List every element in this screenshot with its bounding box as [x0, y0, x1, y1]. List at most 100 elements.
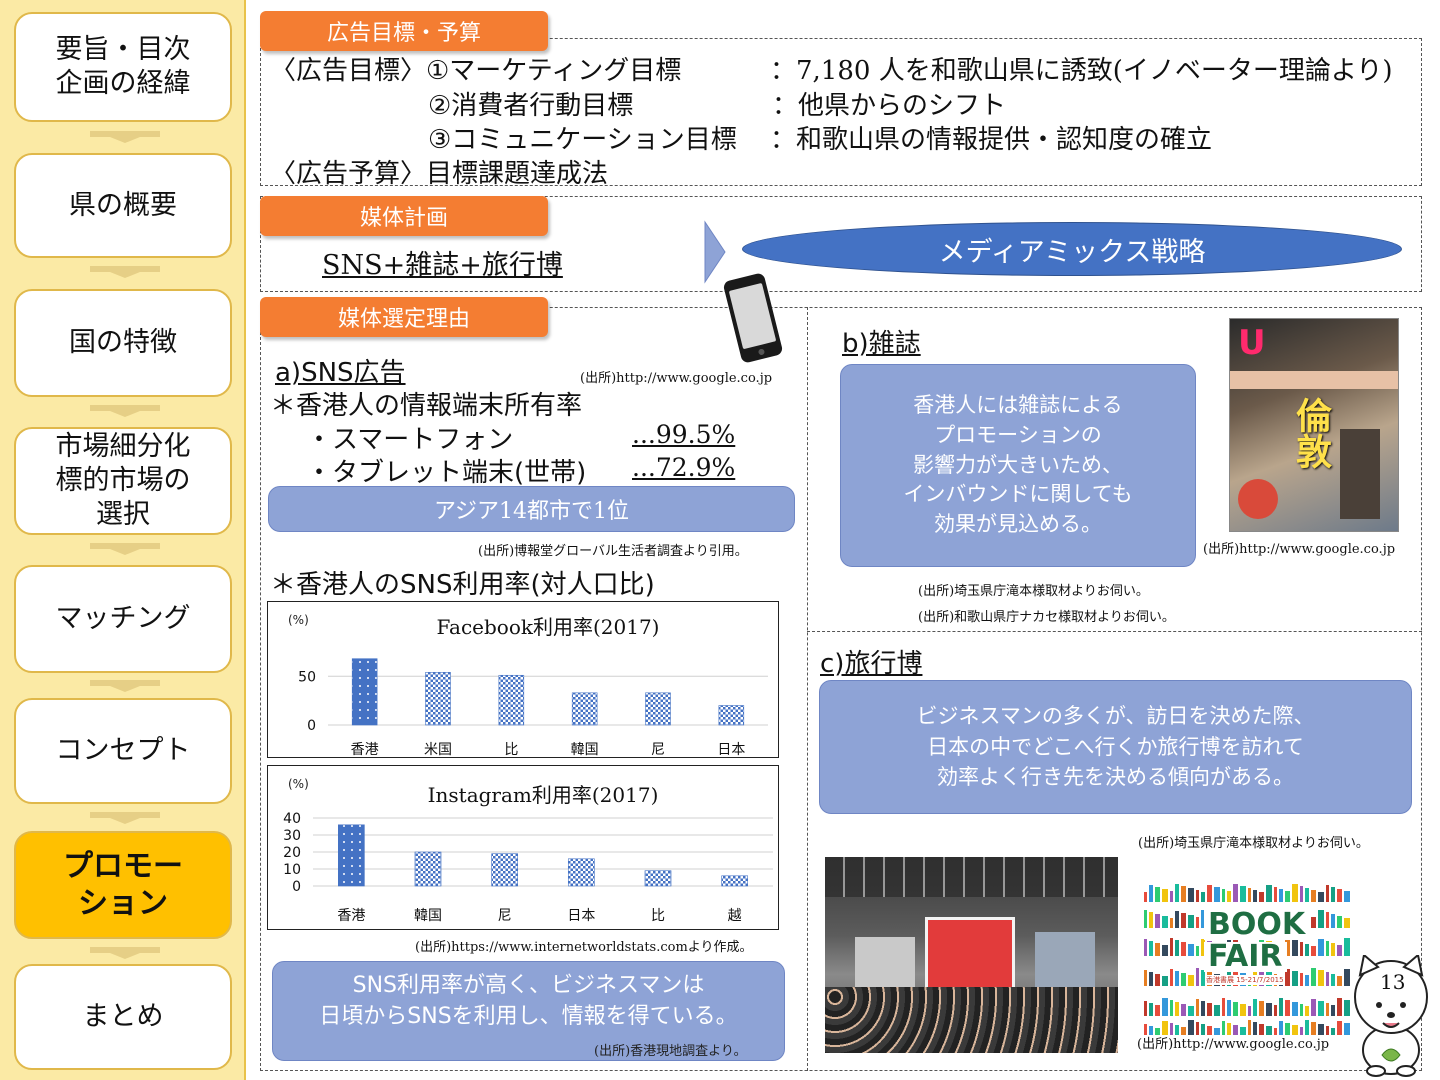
- ownership-heading: ＊香港人の情報端末所有率: [270, 391, 583, 421]
- magazine-image-source: (出所)http://www.google.co.jp: [1203, 542, 1396, 557]
- book-stripe: [1300, 1027, 1303, 1035]
- book-stripe: [1144, 1001, 1147, 1016]
- nav-item-prefecture-overview[interactable]: 県の概要: [14, 153, 232, 258]
- book-stripe: [1331, 943, 1335, 956]
- chart-unit-label: (%): [288, 777, 309, 791]
- chart-y-tick-label: 20: [283, 845, 301, 861]
- nav-item-country-features[interactable]: 国の特徴: [14, 289, 232, 397]
- book-stripe: [1227, 1023, 1231, 1035]
- book-stripe: [1285, 891, 1290, 902]
- book-stripe: [1170, 969, 1173, 986]
- chart-y-tick-label: 0: [307, 718, 316, 734]
- book-stripe: [1201, 939, 1205, 956]
- book-stripe: [1292, 1002, 1298, 1016]
- book-stripe: [1337, 1021, 1342, 1035]
- book-stripe: [1259, 892, 1264, 902]
- book-stripe: [1181, 1027, 1186, 1035]
- book-stripe: [1175, 971, 1179, 986]
- nav-separator: [90, 543, 160, 555]
- smartphone-value: ...99.5%: [632, 420, 736, 449]
- book-stripe: [1311, 1022, 1316, 1035]
- chart-category-label: 韓国: [571, 742, 599, 758]
- nav-item-conclusion[interactable]: まとめ: [14, 964, 232, 1070]
- book-stripe: [1188, 1006, 1194, 1016]
- chart-y-tick-label: 40: [283, 811, 301, 827]
- book-stripe: [1311, 917, 1316, 928]
- book-stripe: [1214, 1028, 1220, 1035]
- nav-item-segmentation[interactable]: 市場細分化 標的市場の 選択: [14, 427, 232, 535]
- media-plan-text: SNS+雑誌+旅行博: [322, 250, 563, 281]
- book-stripe: [1201, 1024, 1205, 1035]
- chart-category-label: 越: [728, 908, 742, 924]
- magazine-cover-image: U 倫敦: [1229, 318, 1399, 532]
- goal-marketing-label: 〈広告目標〉①マーケティング目標: [270, 56, 682, 86]
- book-stripe: [1266, 1003, 1272, 1016]
- book-stripe: [1162, 916, 1168, 928]
- book-stripe: [1181, 1004, 1186, 1016]
- book-stripe: [1144, 892, 1147, 902]
- goals-panel: [260, 38, 1422, 186]
- asia-rank-box: アジア14都市で1位: [268, 486, 795, 532]
- chart-unit-label: (%): [288, 613, 309, 627]
- book-stripe: [1196, 946, 1199, 956]
- nav-separator: [90, 266, 160, 278]
- book-stripe: [1155, 914, 1160, 928]
- book-stripe: [1214, 1005, 1220, 1016]
- book-stripe: [1337, 976, 1342, 986]
- book-stripe: [1170, 918, 1173, 928]
- book-stripe: [1155, 887, 1160, 902]
- chart-bar: [645, 692, 671, 726]
- nav-item-concept[interactable]: コンセプト: [14, 698, 232, 804]
- magazine-body-text: 香港人には雑誌による プロモーションの 影響力が大きいため、 インバウンドに関し…: [903, 392, 1133, 537]
- book-stripe: [1201, 892, 1205, 902]
- sns-summary-source: (出所)香港現地調査より。: [594, 1044, 747, 1059]
- book-stripe: [1318, 1001, 1324, 1016]
- book-stripe: [1196, 890, 1199, 902]
- book-stripe: [1318, 939, 1324, 956]
- book-stripe: [1201, 1001, 1205, 1016]
- book-stripe: [1311, 890, 1316, 902]
- smartphone-icon: [723, 273, 783, 363]
- book-stripe: [1331, 1028, 1335, 1035]
- book-stripe: [1305, 1006, 1309, 1016]
- chart-category-label: 尼: [498, 908, 512, 924]
- reasons-panel: [260, 307, 1422, 1071]
- nav-separator: [90, 947, 160, 959]
- smartphone-label: ・スマートフォン: [306, 425, 514, 455]
- goal-consumer-label: ②消費者行動目標: [428, 91, 634, 121]
- chart-y-tick-label: 0: [292, 879, 301, 895]
- nav-separator: [90, 680, 160, 692]
- poster-sub: 香港書展 15-21/7/2015: [1206, 975, 1284, 985]
- nav-item-matching[interactable]: マッチング: [14, 565, 232, 673]
- book-stripe: [1305, 888, 1309, 902]
- chart-category-label: 香港: [337, 908, 365, 924]
- chart-category-label: 日本: [567, 908, 595, 924]
- book-stripe: [1305, 944, 1309, 956]
- book-stripe: [1331, 974, 1335, 986]
- book-stripe: [1337, 945, 1342, 956]
- book-stripe: [1331, 914, 1335, 928]
- book-stripe: [1331, 1005, 1335, 1016]
- nav-item-summary[interactable]: 要旨・目次 企画の経緯: [14, 12, 232, 122]
- reasons-horizontal-divider: [807, 631, 1422, 632]
- nav-separator: [90, 131, 160, 143]
- chart-bar: [721, 875, 748, 887]
- book-stripe: [1196, 968, 1199, 986]
- nav-item-promotion[interactable]: プロモー ション: [14, 831, 232, 939]
- chart-category-label: 韓国: [414, 908, 442, 924]
- book-fair-poster: BOOK FAIR 香港書展 15-21/7/2015: [1142, 880, 1354, 1035]
- goal-communication-label: ③コミュニケーション目標: [428, 125, 737, 155]
- book-stripe: [1175, 940, 1179, 956]
- book-stripe: [1149, 1003, 1153, 1016]
- book-stripe: [1201, 910, 1205, 928]
- book-stripe: [1326, 885, 1329, 902]
- book-stripe: [1155, 1005, 1160, 1016]
- tablet-value: ...72.9%: [632, 453, 736, 482]
- book-stripe: [1188, 888, 1194, 902]
- book-stripe: [1222, 998, 1225, 1016]
- sns-usage-heading: ＊香港人のSNS利用率(対人口比): [270, 570, 655, 600]
- book-stripe: [1248, 1006, 1251, 1016]
- book-stripe: [1188, 944, 1194, 956]
- book-stripe: [1292, 971, 1298, 986]
- book-stripe: [1181, 942, 1186, 956]
